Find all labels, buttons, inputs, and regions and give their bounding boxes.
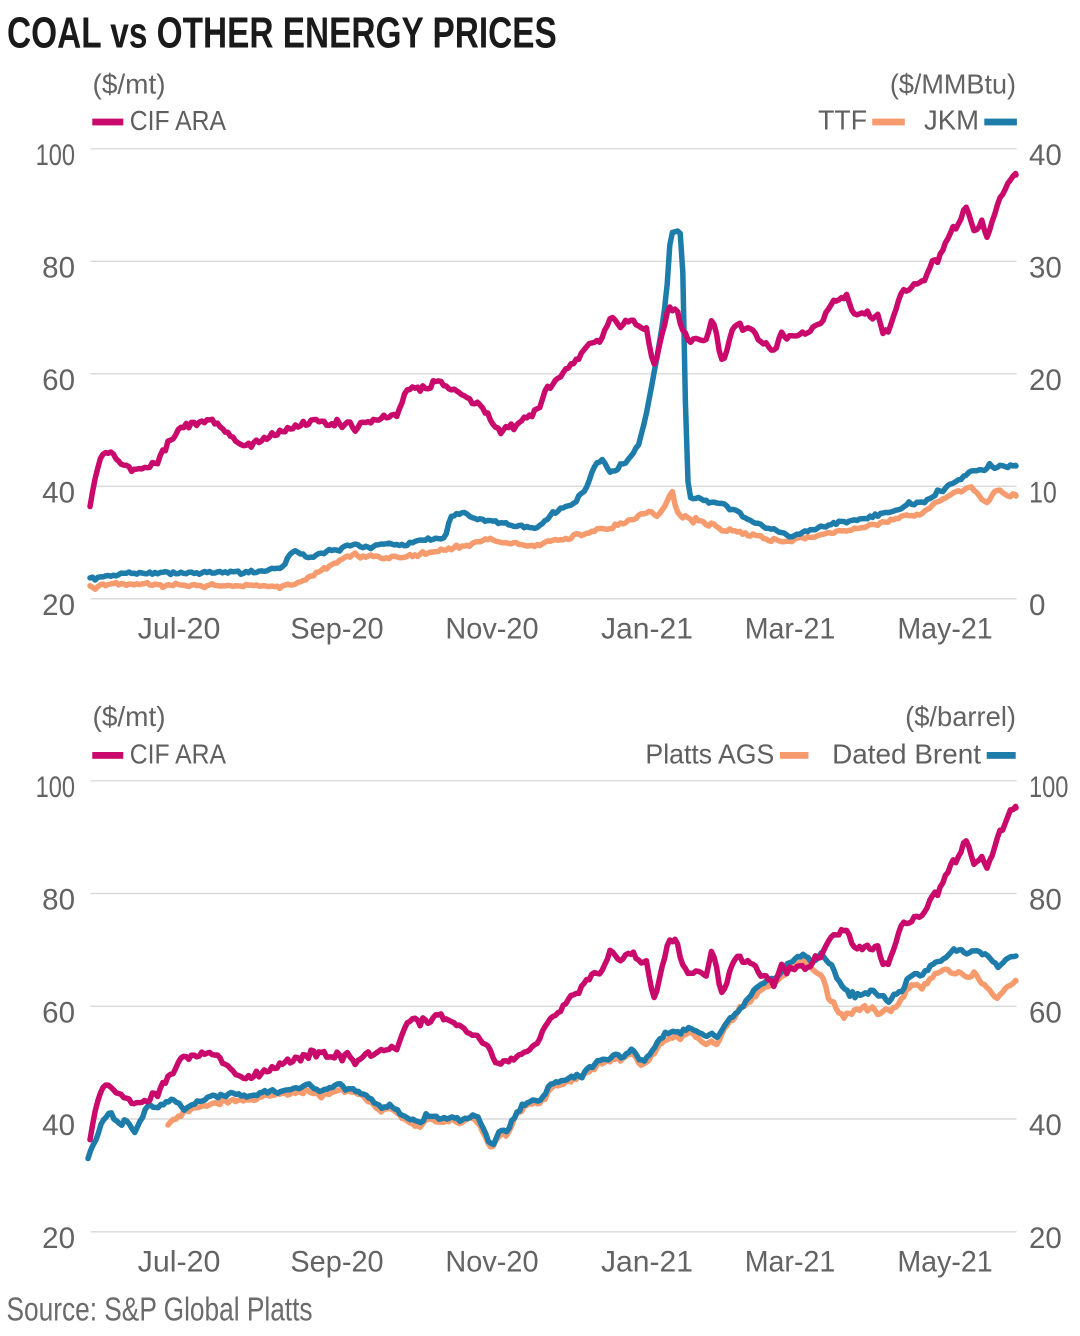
svg-text:($/mt): ($/mt) xyxy=(93,69,166,100)
svg-text:60: 60 xyxy=(42,364,75,397)
svg-text:Source: S&P Global Platts: Source: S&P Global Platts xyxy=(7,1292,313,1329)
svg-text:($/mt): ($/mt) xyxy=(93,701,166,732)
svg-text:80: 80 xyxy=(42,252,75,285)
svg-text:COAL vs OTHER ENERGY PRICES: COAL vs OTHER ENERGY PRICES xyxy=(7,9,557,57)
svg-text:10: 10 xyxy=(1029,476,1057,509)
svg-text:Mar-21: Mar-21 xyxy=(745,1246,836,1278)
svg-text:May-21: May-21 xyxy=(897,613,992,645)
svg-text:May-21: May-21 xyxy=(897,1246,992,1278)
svg-text:Mar-21: Mar-21 xyxy=(745,613,836,645)
svg-text:CIF ARA: CIF ARA xyxy=(130,104,227,136)
svg-text:100: 100 xyxy=(36,138,75,171)
svg-text:($/MMBtu): ($/MMBtu) xyxy=(890,68,1016,100)
svg-text:Jul-20: Jul-20 xyxy=(138,613,221,646)
svg-text:JKM: JKM xyxy=(924,104,979,135)
svg-text:TTF: TTF xyxy=(818,104,867,136)
svg-text:Dated Brent: Dated Brent xyxy=(832,738,981,769)
svg-text:Jul-20: Jul-20 xyxy=(138,1246,221,1279)
svg-text:100: 100 xyxy=(1029,770,1068,803)
svg-text:20: 20 xyxy=(42,589,75,622)
svg-text:80: 80 xyxy=(1029,884,1062,917)
svg-text:20: 20 xyxy=(1029,1222,1062,1255)
svg-text:100: 100 xyxy=(36,770,75,803)
svg-text:Jan-21: Jan-21 xyxy=(601,1246,693,1279)
svg-text:40: 40 xyxy=(1029,1109,1062,1142)
svg-text:Sep-20: Sep-20 xyxy=(290,1246,383,1278)
svg-text:40: 40 xyxy=(42,477,75,510)
svg-text:80: 80 xyxy=(42,884,75,917)
svg-text:Nov-20: Nov-20 xyxy=(445,1246,538,1278)
svg-text:30: 30 xyxy=(1029,252,1062,285)
svg-text:40: 40 xyxy=(1029,139,1062,172)
svg-text:Nov-20: Nov-20 xyxy=(445,613,538,645)
svg-text:Sep-20: Sep-20 xyxy=(290,613,383,645)
svg-text:60: 60 xyxy=(42,997,75,1030)
svg-text:60: 60 xyxy=(1029,997,1062,1030)
svg-text:20: 20 xyxy=(1029,364,1062,397)
svg-text:Platts AGS: Platts AGS xyxy=(645,738,774,770)
svg-text:CIF ARA: CIF ARA xyxy=(130,738,227,770)
svg-text:40: 40 xyxy=(42,1109,75,1142)
svg-text:Jan-21: Jan-21 xyxy=(601,613,693,646)
svg-text:($/barrel): ($/barrel) xyxy=(905,701,1016,732)
svg-text:20: 20 xyxy=(42,1222,75,1255)
svg-text:0: 0 xyxy=(1029,589,1045,622)
